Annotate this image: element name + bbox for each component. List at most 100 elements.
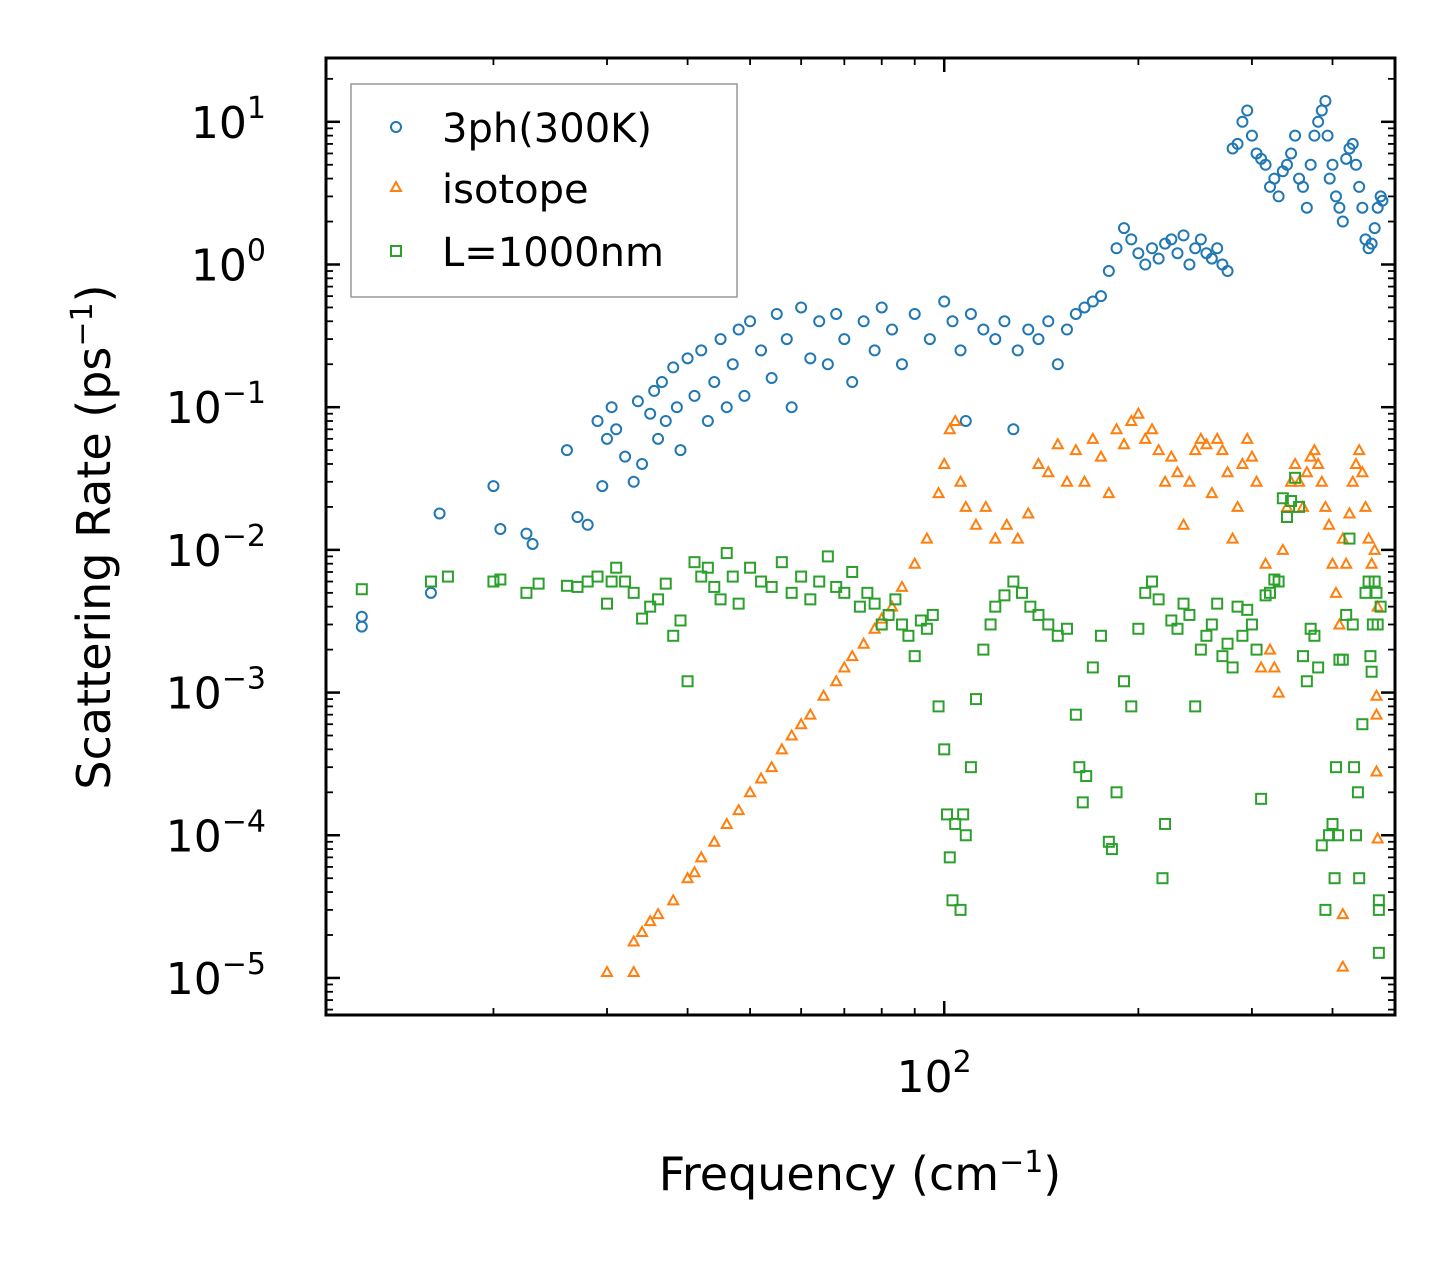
data-point bbox=[487, 575, 500, 588]
data-point bbox=[1060, 622, 1073, 635]
data-point bbox=[954, 903, 967, 916]
data-point bbox=[1272, 575, 1285, 588]
data-point bbox=[688, 389, 701, 402]
data-point bbox=[627, 964, 641, 978]
data-point bbox=[648, 384, 661, 397]
data-point bbox=[932, 700, 945, 713]
plot-frame bbox=[324, 56, 1397, 1017]
data-point bbox=[989, 333, 1002, 346]
data-point bbox=[731, 803, 746, 816]
data-point bbox=[1349, 456, 1363, 469]
data-point bbox=[908, 650, 921, 663]
data-point bbox=[882, 608, 895, 621]
data-point bbox=[1073, 761, 1086, 774]
data-point bbox=[1328, 872, 1341, 885]
data-point bbox=[875, 618, 888, 631]
data-point bbox=[1267, 660, 1282, 673]
data-point bbox=[695, 570, 708, 583]
data-point bbox=[1293, 500, 1306, 513]
data-point bbox=[1370, 831, 1385, 844]
data-point bbox=[953, 474, 968, 487]
data-point bbox=[681, 675, 694, 688]
data-point bbox=[1078, 301, 1091, 314]
data-point bbox=[1311, 456, 1325, 469]
data-point bbox=[688, 556, 701, 569]
data-point bbox=[1159, 817, 1172, 830]
data-point bbox=[1271, 685, 1286, 698]
data-point bbox=[1319, 903, 1332, 916]
data-point bbox=[1007, 423, 1020, 436]
data-point bbox=[1231, 600, 1244, 613]
data-point bbox=[1312, 661, 1325, 674]
data-point bbox=[591, 415, 604, 428]
data-point bbox=[1226, 661, 1239, 674]
data-point bbox=[1220, 465, 1235, 478]
data-point bbox=[1210, 431, 1224, 444]
data-point bbox=[1289, 471, 1302, 484]
data-point bbox=[1109, 422, 1124, 435]
data-point bbox=[1307, 443, 1322, 456]
data-point bbox=[785, 401, 798, 414]
data-point bbox=[744, 561, 757, 574]
data-point bbox=[1374, 600, 1387, 613]
data-point bbox=[838, 333, 851, 346]
data-point bbox=[1211, 242, 1224, 255]
data-point bbox=[1333, 653, 1346, 666]
data-point bbox=[755, 344, 768, 357]
data-point bbox=[1370, 599, 1385, 612]
data-point bbox=[895, 618, 908, 631]
data-point bbox=[708, 376, 721, 389]
x-tick-label: 102 bbox=[897, 1045, 972, 1103]
data-point bbox=[591, 570, 604, 583]
data-point bbox=[1351, 786, 1364, 799]
data-point bbox=[1355, 465, 1370, 478]
data-point bbox=[644, 407, 657, 420]
data-point bbox=[601, 597, 614, 610]
data-point bbox=[989, 600, 1002, 613]
data-point bbox=[732, 323, 745, 336]
data-point bbox=[1340, 152, 1353, 165]
legend-label-3ph: 3ph(300K) bbox=[442, 106, 652, 152]
data-point bbox=[1255, 792, 1268, 805]
data-point bbox=[1333, 201, 1346, 214]
data-point bbox=[1358, 499, 1373, 512]
series-0 bbox=[355, 94, 1389, 633]
data-point bbox=[803, 707, 818, 720]
data-point bbox=[1332, 617, 1347, 630]
data-point bbox=[1284, 474, 1298, 487]
data-point bbox=[494, 523, 507, 536]
data-point bbox=[1349, 829, 1362, 842]
data-point bbox=[846, 376, 859, 389]
data-point bbox=[1102, 835, 1115, 848]
data-point bbox=[1372, 946, 1385, 959]
data-point bbox=[1340, 608, 1353, 621]
data-point bbox=[937, 456, 951, 469]
data-point bbox=[1263, 642, 1277, 655]
data-point bbox=[1315, 839, 1328, 852]
data-point bbox=[1329, 761, 1342, 774]
data-point bbox=[1125, 700, 1138, 713]
data-point bbox=[1371, 618, 1384, 631]
data-point bbox=[1110, 242, 1123, 255]
data-point bbox=[1145, 422, 1159, 435]
data-point bbox=[659, 415, 672, 428]
data-point bbox=[1124, 413, 1138, 427]
data-point bbox=[1352, 443, 1366, 456]
data-point bbox=[853, 600, 866, 613]
data-point bbox=[1069, 307, 1082, 320]
data-point bbox=[433, 507, 446, 520]
data-point bbox=[1342, 506, 1357, 519]
data-point bbox=[1231, 137, 1244, 150]
data-point bbox=[875, 301, 888, 314]
data-point bbox=[1312, 115, 1325, 128]
data-point bbox=[635, 924, 649, 937]
data-point bbox=[1319, 94, 1332, 107]
data-point bbox=[920, 531, 934, 544]
data-point bbox=[795, 301, 808, 314]
data-point bbox=[726, 358, 739, 371]
data-point bbox=[977, 643, 990, 656]
data-point bbox=[1259, 158, 1272, 171]
data-point bbox=[804, 352, 817, 365]
legend-marker-l1000nm bbox=[390, 245, 402, 257]
